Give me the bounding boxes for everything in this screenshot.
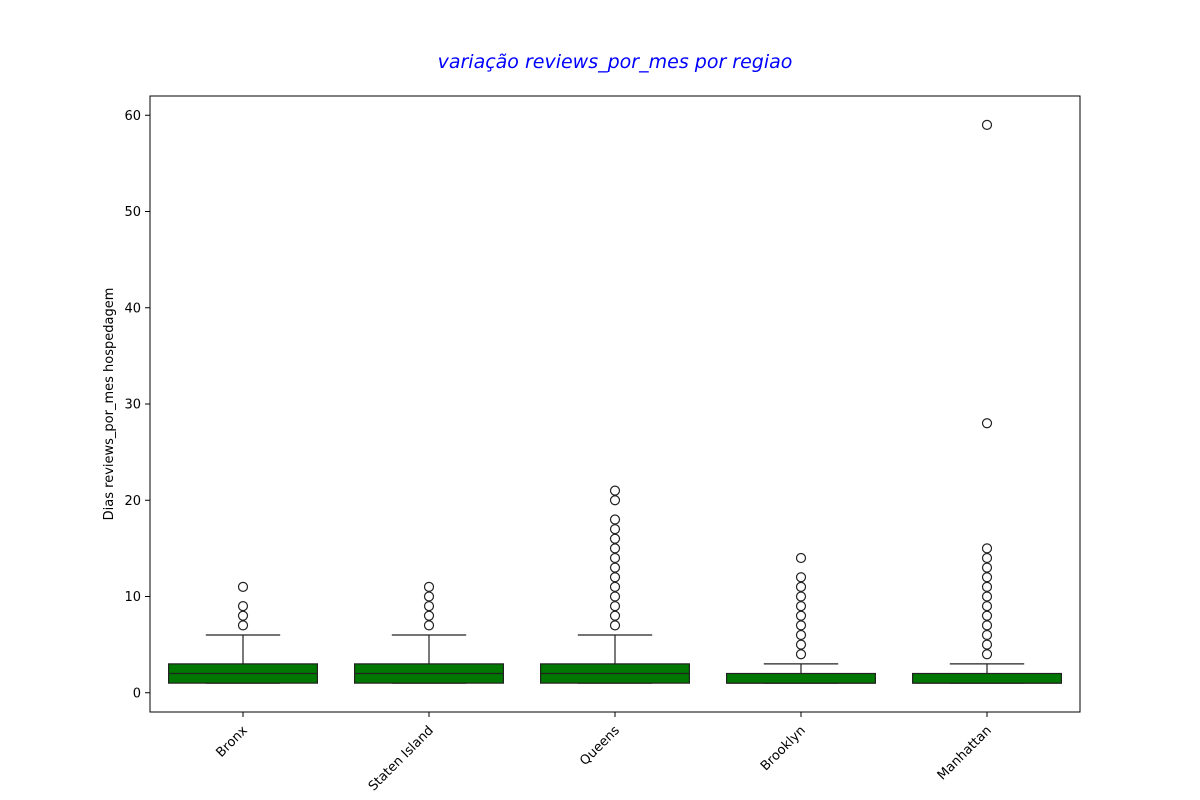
outlier-point: [609, 514, 621, 525]
outlier-point: [423, 581, 435, 592]
outlier-point: [423, 601, 435, 612]
outlier-point: [981, 552, 993, 564]
outlier-point: [423, 610, 435, 621]
outlier-point: [609, 485, 621, 496]
y-tick-label: 30: [124, 398, 141, 413]
outlier-point: [981, 572, 993, 583]
x-tick-label: Manhattan: [935, 723, 995, 783]
outlier-point: [795, 591, 807, 602]
box-iqr: [725, 672, 876, 684]
outlier-point: [981, 119, 993, 130]
outlier-point: [981, 591, 993, 602]
chart-title: variação reviews_por_mes por regiao: [438, 51, 793, 73]
plot-area-frame: [149, 95, 1081, 713]
x-tick-label: Bronx: [213, 723, 251, 761]
x-tick-label: Staten Island: [366, 723, 437, 794]
outlier-point: [981, 418, 993, 429]
y-axis: 0 10 20 30 40 50 60: [124, 109, 150, 701]
box-group: [539, 485, 690, 684]
y-axis-label: Dias reviews_por_mes hospedagem: [102, 288, 117, 521]
outlier-point: [795, 572, 807, 583]
x-axis: Bronx Staten Island Queens Brooklyn Manhatta…: [213, 712, 995, 794]
outlier-point: [609, 533, 621, 544]
outlier-point: [423, 591, 435, 602]
x-tick-label: Queens: [577, 723, 623, 769]
outlier-point: [237, 601, 249, 612]
outlier-point: [609, 543, 621, 554]
outlier-point: [609, 572, 621, 583]
outlier-point: [609, 620, 621, 631]
outlier-point: [609, 610, 621, 621]
outlier-point: [609, 562, 621, 573]
outlier-point: [795, 552, 807, 564]
outlier-point: [237, 610, 249, 621]
outlier-point: [795, 639, 807, 650]
outlier-point: [609, 591, 621, 602]
y-tick-label: 10: [124, 590, 141, 605]
x-tick-label: Brooklyn: [758, 723, 809, 774]
outlier-point: [981, 543, 993, 554]
y-tick-label: 40: [124, 301, 141, 316]
outlier-point: [237, 581, 249, 592]
y-tick-label: 20: [124, 494, 141, 509]
outlier-point: [609, 524, 621, 535]
outlier-point: [609, 581, 621, 592]
outlier-point: [795, 581, 807, 592]
outlier-point: [237, 620, 249, 631]
outlier-point: [981, 610, 993, 621]
outlier-point: [423, 620, 435, 631]
outlier-point: [981, 639, 993, 650]
outlier-point: [609, 495, 621, 506]
outlier-point: [981, 620, 993, 631]
outlier-point: [609, 552, 621, 564]
outlier-point: [981, 629, 993, 641]
y-tick-label: 60: [124, 109, 141, 124]
y-tick-label: 50: [124, 205, 141, 220]
outlier-point: [609, 601, 621, 612]
box-series: [168, 119, 1062, 684]
outlier-point: [795, 610, 807, 621]
outlier-point: [795, 620, 807, 631]
outlier-point: [795, 629, 807, 641]
outlier-point: [795, 601, 807, 612]
box-group: [168, 581, 319, 684]
outlier-point: [795, 649, 807, 660]
outlier-point: [981, 601, 993, 612]
box-iqr: [911, 672, 1062, 684]
box-group: [354, 581, 505, 684]
outlier-point: [981, 562, 993, 573]
box-group: [725, 552, 876, 684]
y-tick-label: 0: [133, 686, 141, 701]
outlier-point: [981, 581, 993, 592]
outlier-point: [981, 649, 993, 660]
box-group: [911, 119, 1062, 684]
